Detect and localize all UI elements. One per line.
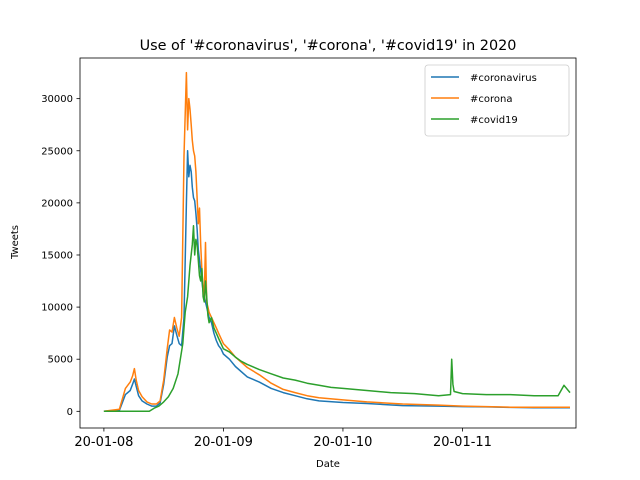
y-tick-label: 0 [67, 407, 73, 418]
y-tick-label: 30000 [41, 94, 73, 105]
legend-box [424, 64, 570, 137]
x-tick-label: 20-01-09 [194, 435, 253, 450]
legend-label: #covid19 [470, 115, 518, 126]
x-tick-label: 20-01-10 [313, 435, 372, 450]
y-tick-label: 5000 [48, 355, 73, 366]
y-tick-label: 15000 [41, 250, 73, 261]
x-axis: 20-01-08 20-01-09 20-01-10 20-01-11 [74, 428, 492, 450]
x-axis-label: Date [316, 459, 340, 470]
legend-label: #corona [470, 94, 512, 105]
plot-area [79, 57, 577, 429]
series-line-covid19 [103, 225, 571, 413]
y-axis: 0 5000 10000 15000 20000 25000 30000 [41, 94, 80, 418]
x-tick-label: 20-01-11 [433, 435, 492, 450]
y-tick-label: 10000 [41, 303, 73, 314]
y-tick-label: 25000 [41, 146, 73, 157]
axes-frame [79, 57, 577, 429]
y-tick-label: 20000 [41, 198, 73, 209]
series-line-coronavirus [103, 150, 570, 413]
series-line-corona [103, 71, 570, 413]
legend: #coronavirus #corona #covid19 [424, 64, 570, 137]
chart-title: Use of '#coronavirus', '#corona', '#covi… [140, 38, 517, 54]
legend-label: #coronavirus [470, 73, 537, 84]
x-tick-label: 20-01-08 [74, 435, 133, 450]
y-axis-label: Tweets [10, 225, 21, 260]
